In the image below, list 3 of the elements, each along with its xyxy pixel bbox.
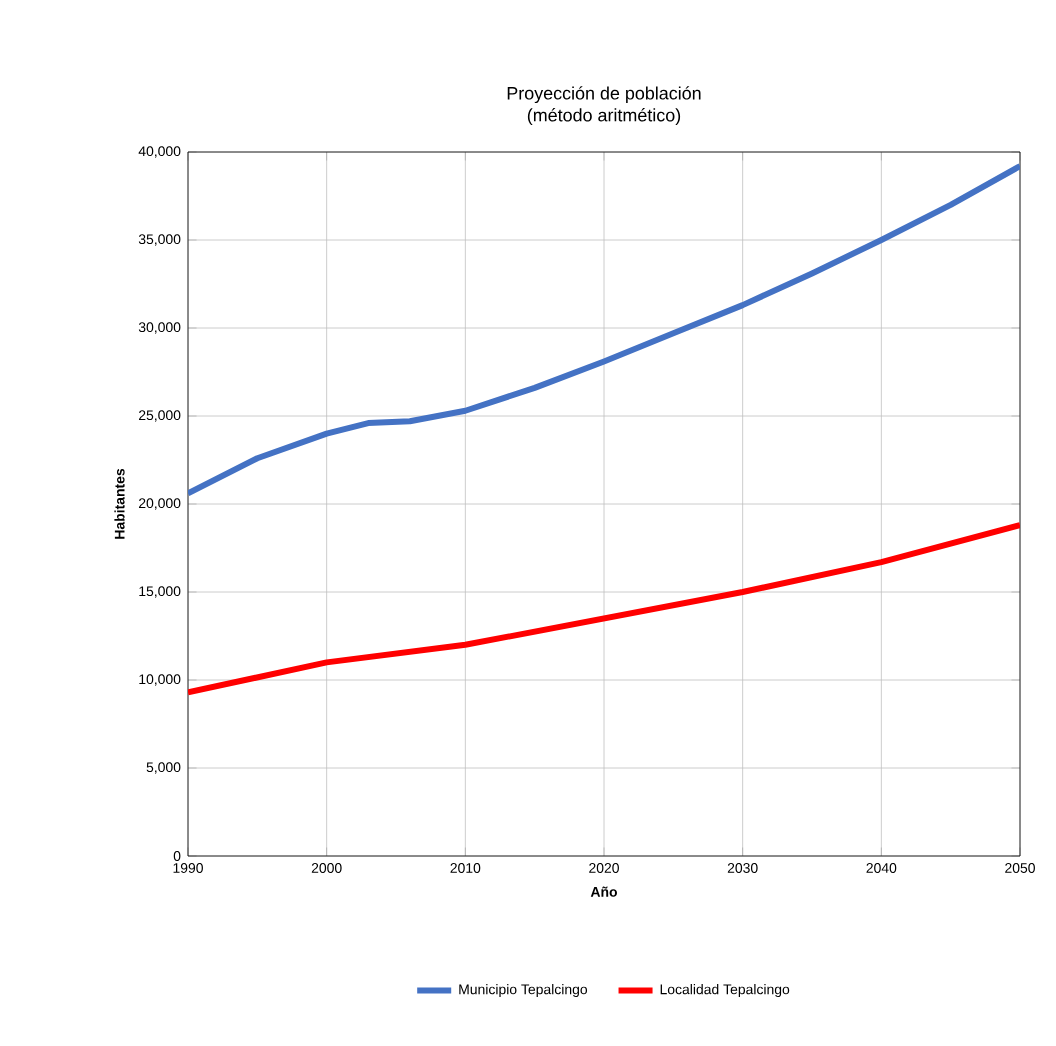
line-series (188, 163, 1020, 497)
chart-title: Proyección de población (507, 86, 701, 104)
chart-subtitle: (método aritmético) (527, 108, 681, 126)
